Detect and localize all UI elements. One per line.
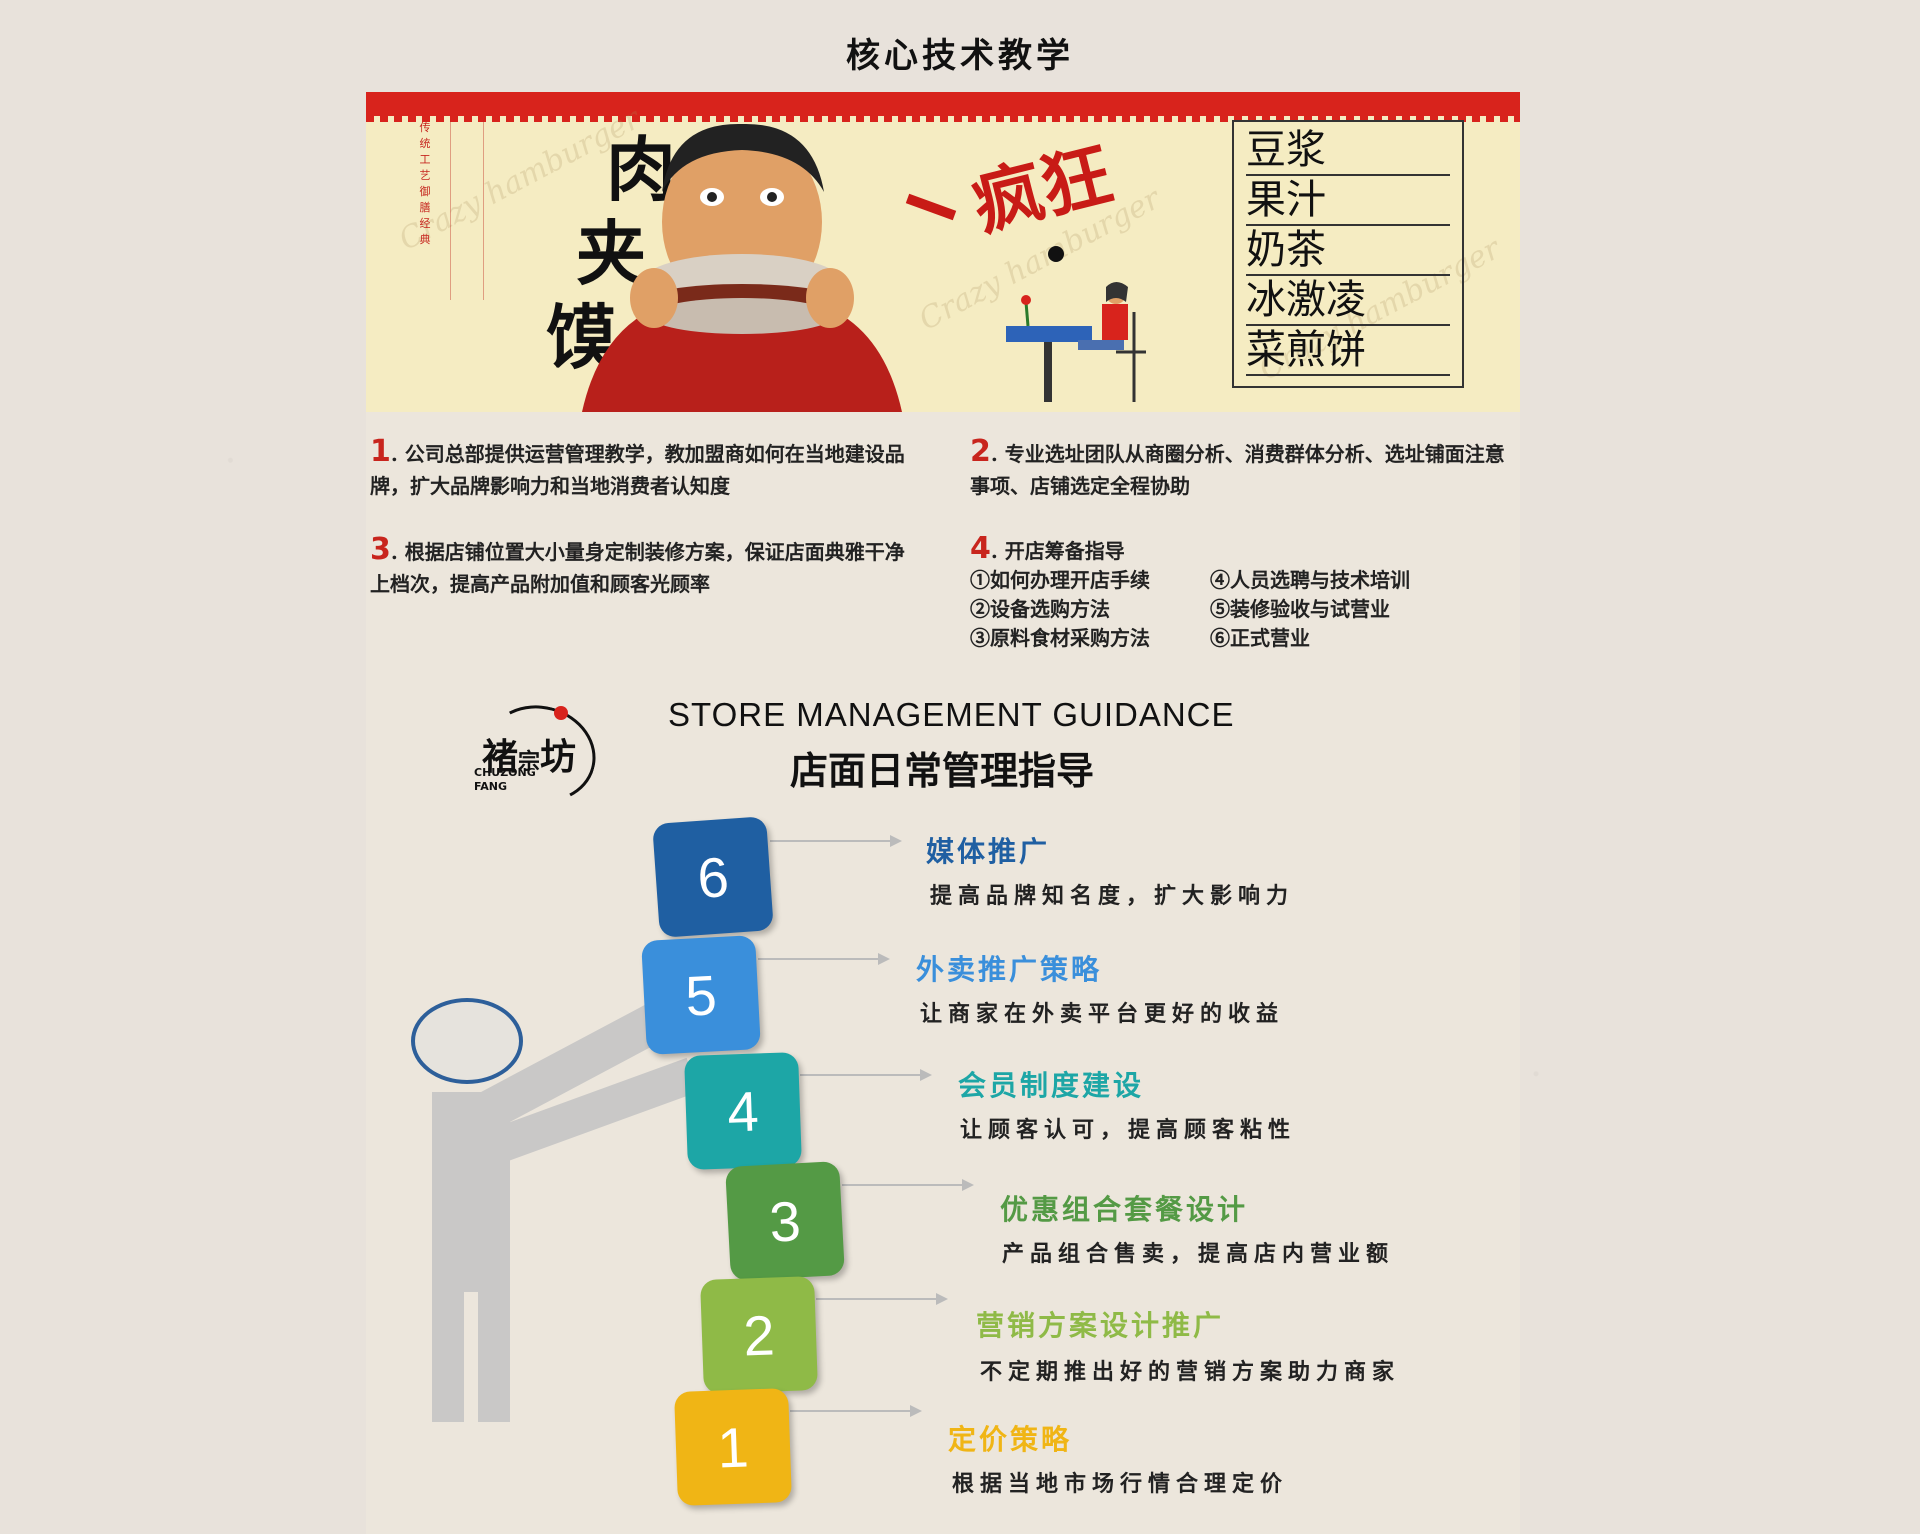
menu-item: 菜煎饼 (1246, 326, 1450, 376)
step-block-4: 4 (684, 1052, 802, 1170)
prep-step: ④人员选聘与技术培训 (1210, 568, 1410, 592)
logo-dot (554, 706, 568, 720)
menu-item: 豆浆 (1246, 126, 1450, 176)
logo-en-text: CHUZONG FANG (474, 766, 536, 794)
prep-step: ③原料食材采购方法 (970, 626, 1150, 650)
info-text: . 根据店铺位置大小量身定制装修方案，保证店面典雅干净上档次，提高产品附加值和顾… (370, 540, 905, 596)
connector-arrow (758, 953, 890, 965)
connector-arrow (790, 1405, 922, 1417)
info-block-3: 3. 根据店铺位置大小量身定制装修方案，保证店面典雅干净上档次，提高产品附加值和… (370, 534, 910, 600)
info-text: . 开店筹备指导 (990, 539, 1125, 563)
prep-steps: ①如何办理开店手续 ④人员选聘与技术培训 ②设备选购方法 ⑤装修验收与试营业 ③… (970, 566, 1516, 653)
step-desc: 产品组合售卖，提高店内营业额 (1002, 1241, 1395, 1267)
info-block-2: 2. 专业选址团队从商圈分析、消费群体分析、选址铺面注意事项、店铺选定全程协助 (970, 436, 1516, 502)
step-block-6: 6 (652, 816, 774, 938)
banner-red-stripe (366, 92, 1520, 122)
info-text: . 专业选址团队从商圈分析、消费群体分析、选址铺面注意事项、店铺选定全程协助 (970, 442, 1505, 498)
logo-char: 宗 (518, 749, 541, 775)
figure-leg-gap (464, 1292, 478, 1442)
man-eating-sandwich-illustration (582, 123, 902, 412)
info-text: . 公司总部提供运营管理教学，教加盟商如何在当地建设品牌，扩大品牌影响力和当地消… (370, 442, 905, 498)
logo-cn-text: 褚宗坊 (482, 728, 576, 780)
info-number: 4 (970, 531, 991, 566)
figure-head (411, 998, 523, 1084)
menu-list: 豆浆 果汁 奶茶 冰激凌 菜煎饼 (1232, 120, 1464, 388)
menu-item: 奶茶 (1246, 226, 1450, 276)
step-block-1: 1 (674, 1388, 792, 1506)
brand-logo: 褚宗坊 CHUZONG FANG (473, 693, 607, 815)
product-banner: Crazy hamburger Crazy hamburger Crazy ha… (366, 92, 1520, 412)
step-title: 媒体推广 (926, 835, 1051, 868)
step-title: 外卖推广策略 (916, 953, 1103, 986)
info-number: 2 (970, 434, 991, 469)
connector-arrow (842, 1179, 974, 1191)
step-block-5: 5 (641, 935, 761, 1055)
step-desc: 不定期推出好的营销方案助力商家 (980, 1359, 1401, 1385)
decorative-columns (450, 120, 484, 300)
prep-step: ⑥正式营业 (1210, 626, 1310, 650)
menu-item: 冰激凌 (1246, 276, 1450, 326)
prep-step: ⑤装修验收与试营业 (1210, 597, 1390, 621)
step-desc: 让商家在外卖平台更好的收益 (920, 1001, 1285, 1027)
connector-arrow (816, 1293, 948, 1305)
franchise-poster: Crazy hamburger Crazy hamburger Crazy ha… (366, 92, 1520, 1534)
info-block-1: 1. 公司总部提供运营管理教学，教加盟商如何在当地建设品牌，扩大品牌影响力和当地… (370, 436, 910, 502)
logo-en-line: CHUZONG (474, 766, 536, 779)
step-title: 会员制度建设 (958, 1069, 1145, 1102)
logo-char: 坊 (540, 736, 577, 778)
guidance-title-en: STORE MANAGEMENT GUIDANCE (668, 696, 1235, 733)
logo-char: 褚 (482, 736, 519, 778)
vertical-slogan: 传统工艺 御膳经典 (419, 121, 431, 246)
info-number: 3 (370, 532, 391, 567)
logo-en-line: FANG (474, 780, 507, 793)
step-desc: 提高品牌知名度，扩大影响力 (930, 883, 1295, 909)
step-title: 优惠组合套餐设计 (1000, 1193, 1249, 1226)
connector-arrow (800, 1069, 932, 1081)
page-title: 核心技术教学 (846, 36, 1074, 76)
step-block-2: 2 (700, 1276, 818, 1394)
info-number: 1 (370, 434, 391, 469)
step-desc: 根据当地市场行情合理定价 (952, 1471, 1289, 1497)
guidance-title-cn: 店面日常管理指导 (790, 749, 1095, 793)
step-block-3: 3 (725, 1161, 845, 1281)
step-desc: 让顾客认可，提高顾客粘性 (960, 1117, 1297, 1143)
step-title: 定价策略 (948, 1423, 1073, 1456)
prep-step: ②设备选购方法 (970, 597, 1110, 621)
step-title: 营销方案设计推广 (976, 1309, 1225, 1342)
info-block-4: 4. 开店筹备指导 ①如何办理开店手续 ④人员选聘与技术培训 ②设备选购方法 ⑤… (970, 534, 1516, 653)
connector-arrow (770, 835, 902, 847)
diner-illustration (1006, 246, 1146, 402)
prep-step: ①如何办理开店手续 (970, 568, 1150, 592)
menu-item: 果汁 (1246, 176, 1450, 226)
